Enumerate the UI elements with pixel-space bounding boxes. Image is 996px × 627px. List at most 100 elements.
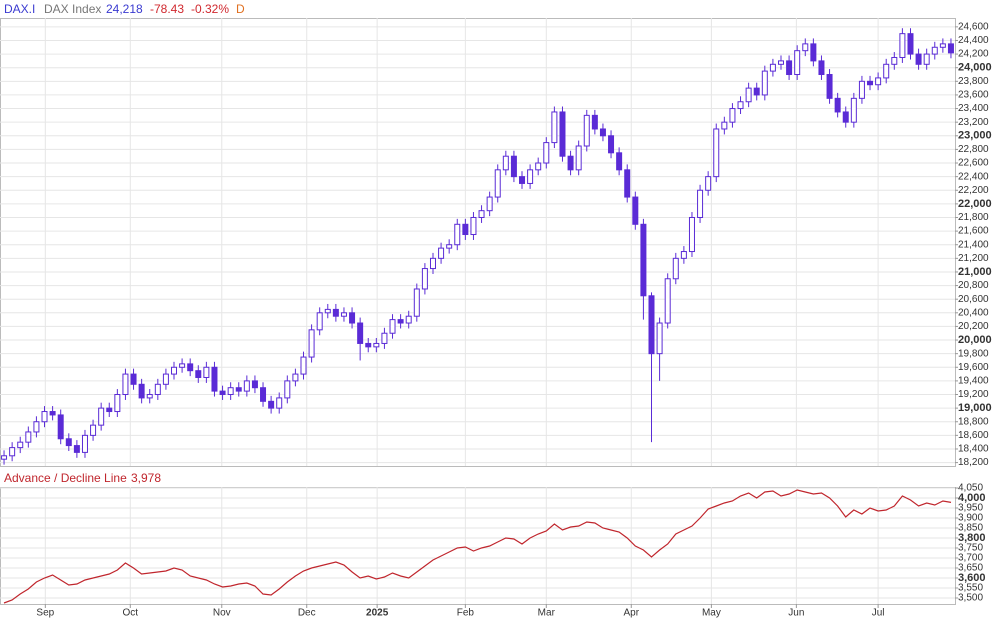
y-tick-label: 24,200 — [958, 49, 989, 60]
y-tick-label: 20,200 — [958, 321, 989, 332]
candle-body — [769, 63, 776, 72]
candle-body — [664, 278, 671, 324]
candle-body — [462, 223, 469, 236]
candle-body — [429, 257, 436, 270]
candle-body — [122, 373, 129, 396]
change-pct: -0.32% — [191, 2, 229, 16]
candle-body — [624, 169, 631, 198]
candle-body — [179, 363, 186, 368]
y-tick-label: 22,800 — [958, 144, 989, 155]
candle-body — [850, 97, 857, 123]
candle-body — [632, 196, 639, 225]
y-tick-label: 3,500 — [958, 593, 983, 604]
candle-body — [794, 50, 801, 76]
candle-body — [867, 80, 874, 86]
candle-body — [656, 322, 663, 355]
candle-body — [899, 33, 906, 58]
x-tick-label: May — [702, 608, 721, 619]
candle-body — [227, 387, 234, 396]
candle-body — [915, 53, 922, 65]
candle-body — [292, 373, 299, 382]
x-tick-label: 2025 — [366, 608, 389, 619]
y-tick-label: 3,650 — [958, 563, 983, 574]
x-tick-label: Sep — [36, 608, 54, 619]
y-tick-label: 3,700 — [958, 553, 983, 564]
y-tick-label: 18,600 — [958, 430, 989, 441]
candle-body — [195, 370, 202, 378]
candle-body — [308, 329, 315, 358]
x-tick-label: Jun — [788, 608, 804, 619]
candle-body — [923, 53, 930, 65]
candle-body — [138, 383, 145, 399]
x-tick-label: Apr — [623, 608, 639, 619]
candle-body — [583, 114, 590, 147]
y-tick-label: 3,750 — [958, 543, 983, 554]
candle-body — [324, 308, 331, 314]
y-tick-label: 3,800 — [958, 532, 986, 544]
candle-body — [235, 387, 242, 392]
y-tick-label: 4,000 — [958, 492, 986, 504]
candle-body — [697, 189, 704, 218]
candle-body — [818, 60, 825, 76]
index-name: DAX Index — [44, 2, 101, 16]
candle-body — [713, 128, 720, 178]
candle-body — [397, 319, 404, 324]
candle-body — [591, 114, 598, 130]
y-tick-label: 3,900 — [958, 513, 983, 524]
ad-line — [3, 489, 952, 604]
y-tick-label: 23,400 — [958, 103, 989, 114]
candle-body — [454, 223, 461, 246]
y-tick-label: 22,400 — [958, 171, 989, 182]
candle-body — [65, 438, 72, 447]
candle-body — [357, 322, 364, 344]
candle-body — [98, 407, 105, 426]
y-tick-label: 18,400 — [958, 444, 989, 455]
y-tick-label: 21,600 — [958, 226, 989, 237]
candle-body — [268, 400, 275, 409]
candle-body — [9, 447, 16, 457]
breadth-panel — [0, 487, 956, 605]
y-tick-label: 21,400 — [958, 239, 989, 250]
candle-body — [381, 332, 388, 344]
y-tick-label: 23,600 — [958, 90, 989, 101]
candle-body — [810, 43, 817, 62]
candle-body — [219, 390, 226, 396]
candle-body — [777, 60, 784, 65]
candle-body — [535, 162, 542, 171]
candle-body — [883, 63, 890, 79]
candle-body — [753, 87, 760, 96]
candle-body — [146, 394, 153, 399]
candle-body — [33, 421, 40, 433]
y-tick-label: 3,550 — [958, 583, 983, 594]
candle-body — [243, 380, 250, 392]
candle-body — [648, 295, 655, 355]
candle-body — [154, 383, 161, 396]
candle-body — [373, 342, 380, 348]
y-tick-label: 19,400 — [958, 376, 989, 387]
candle-body — [729, 108, 736, 123]
candle-body — [680, 251, 687, 259]
candle-body — [494, 169, 501, 198]
candle-body — [737, 101, 744, 110]
candle-body — [316, 312, 323, 331]
y-tick-label: 23,200 — [958, 117, 989, 128]
x-tick-label: Jul — [872, 608, 885, 619]
candle-body — [875, 77, 882, 86]
y-tick-label: 19,600 — [958, 362, 989, 373]
y-tick-label: 21,200 — [958, 253, 989, 264]
candle-body — [17, 441, 24, 449]
candle-body — [688, 216, 695, 253]
candle-body — [106, 407, 113, 413]
breadth-title: Advance / Decline Line — [4, 471, 127, 485]
candle-body — [251, 380, 258, 389]
y-tick-label: 23,800 — [958, 76, 989, 87]
candle-body — [486, 196, 493, 212]
y-tick-label: 3,600 — [958, 572, 986, 584]
change: -78.43 — [150, 2, 184, 16]
candle-body — [446, 244, 453, 249]
candle-body — [130, 373, 137, 385]
candle-body — [114, 394, 121, 413]
candle-body — [470, 216, 477, 236]
candle-body — [171, 366, 178, 375]
